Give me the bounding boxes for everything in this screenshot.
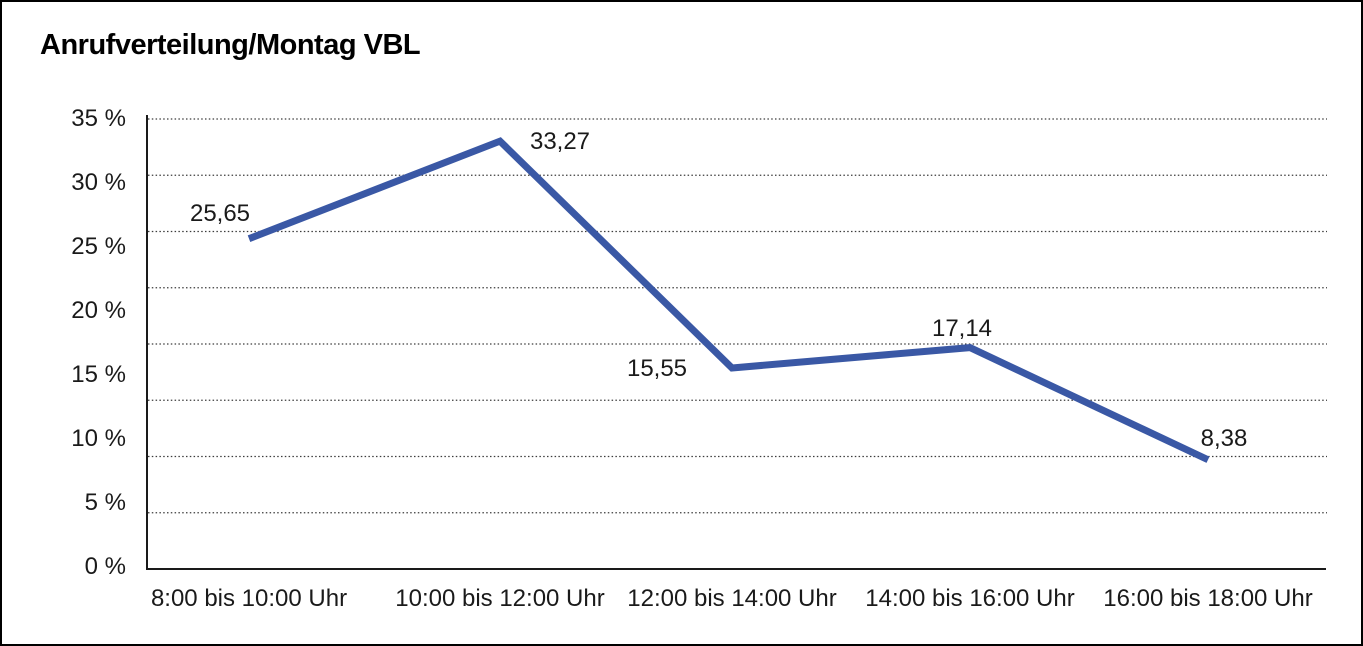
- data-value-label: 17,14: [931, 315, 993, 342]
- x-tick-label: 10:00 bis 12:00 Uhr: [395, 585, 605, 612]
- x-tick-label: 12:00 bis 14:00 Uhr: [627, 585, 837, 612]
- y-tick-label: 5 %: [84, 489, 126, 516]
- y-tick-label: 20 %: [71, 297, 126, 324]
- x-tick-label: 16:00 bis 18:00 Uhr: [1103, 585, 1313, 612]
- x-tick-label: 8:00 bis 10:00 Uhr: [150, 585, 348, 612]
- y-tick-label: 0 %: [84, 553, 126, 580]
- data-value-label: 15,55: [626, 355, 688, 382]
- y-tick-label: 35 %: [71, 105, 126, 132]
- y-tick-label: 15 %: [71, 361, 126, 388]
- x-tick-label: 14:00 bis 16:00 Uhr: [865, 585, 1075, 612]
- data-line: [247, 137, 1210, 463]
- y-tick-label: 10 %: [71, 425, 126, 452]
- y-tick-label: 30 %: [71, 169, 126, 196]
- data-value-label: 33,27: [529, 128, 591, 155]
- y-tick-label: 25 %: [71, 233, 126, 260]
- data-value-label: 8,38: [1200, 425, 1248, 452]
- chart-title: Anrufverteilung/Montag VBL: [40, 29, 421, 61]
- data-value-label: 25,65: [189, 200, 251, 227]
